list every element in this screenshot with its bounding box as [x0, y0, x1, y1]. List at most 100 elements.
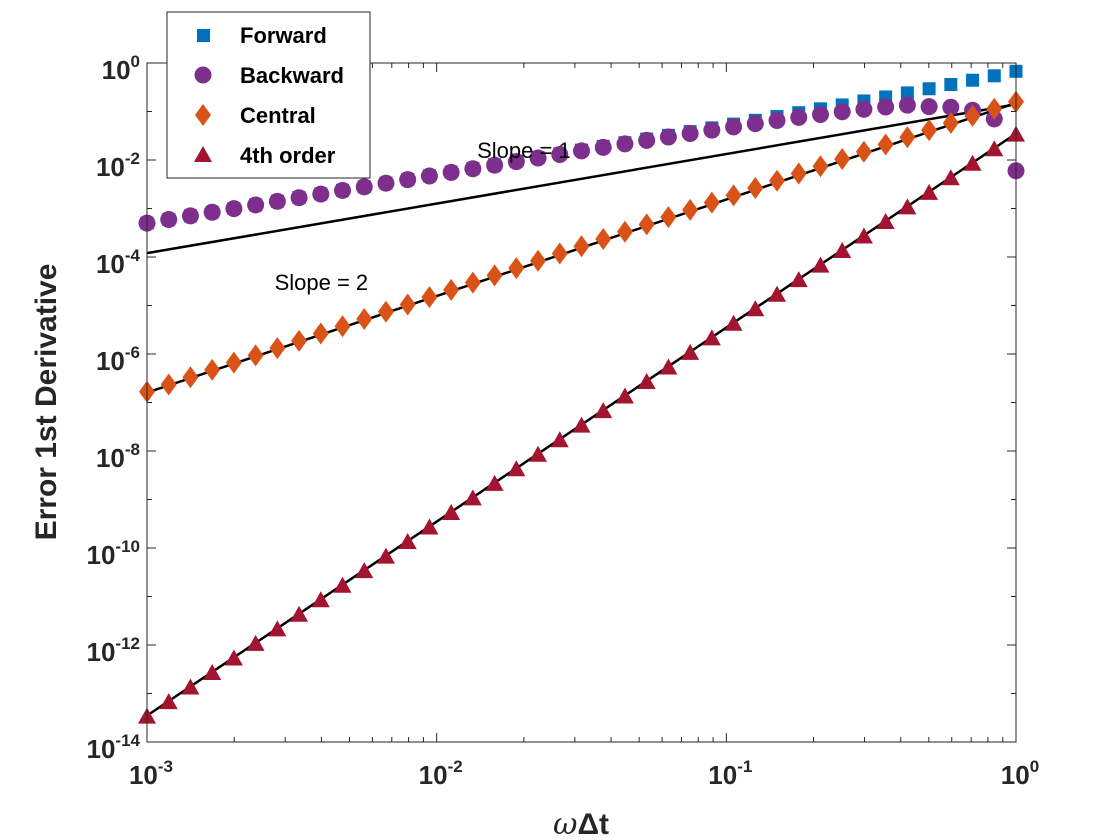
legend-label-forward: Forward: [240, 23, 327, 48]
point-central: [986, 97, 1003, 120]
point-central: [964, 104, 981, 127]
legend-entry-forward: Forward: [197, 23, 327, 48]
point-backward: [942, 98, 960, 116]
point-backward: [247, 196, 265, 214]
point-4th-order: [246, 634, 265, 651]
point-central: [595, 227, 612, 250]
point-central: [530, 249, 547, 272]
point-backward: [638, 131, 656, 149]
point-4th-order: [463, 489, 482, 506]
point-central: [443, 278, 460, 301]
y-tick-label: 10-8: [96, 440, 140, 473]
point-backward: [833, 103, 851, 121]
point-backward: [225, 200, 243, 218]
point-central: [551, 242, 568, 265]
point-backward: [659, 128, 677, 146]
point-backward: [855, 100, 873, 118]
point-central: [899, 126, 916, 149]
x-axis-omega: ω: [553, 807, 577, 840]
point-backward: [746, 115, 764, 133]
point-central: [421, 286, 438, 309]
y-tick-label: 10-12: [87, 634, 141, 667]
point-backward: [355, 178, 373, 196]
legend-marker-central: [195, 104, 211, 126]
point-backward: [790, 108, 808, 126]
point-forward: [987, 69, 1001, 83]
point-4th-order: [529, 445, 548, 462]
point-backward: [573, 142, 590, 160]
point-backward: [268, 192, 286, 210]
point-central: [225, 351, 242, 374]
x-tick-label: 10-1: [708, 757, 752, 790]
y-tick-label: 10-14: [87, 731, 141, 764]
legend: Forward Backward Central 4th order: [166, 11, 371, 179]
legend-entry-backward: Backward: [194, 63, 344, 88]
point-forward: [900, 86, 914, 100]
legend-label-4th-order: 4th order: [240, 143, 336, 168]
point-central: [855, 140, 872, 163]
point-central: [508, 257, 525, 280]
point-central: [616, 220, 633, 243]
point-4th-order: [702, 329, 721, 346]
annotations: Slope = 1 Slope = 2: [275, 138, 571, 295]
legend-label-central: Central: [240, 103, 316, 128]
point-backward: [681, 125, 699, 143]
point-4th-order: [420, 518, 439, 535]
tick-labels: 10-3 10-2 10-1 100 100 10-2 10-4 10-6 10-8 10-10 1…: [87, 52, 1040, 790]
point-backward: [377, 174, 395, 192]
point-backward: [181, 207, 199, 225]
y-tick-label: 10-10: [87, 537, 141, 570]
point-central: [486, 264, 503, 287]
legend-entry-4th-order: 4th order: [194, 143, 336, 168]
point-4th-order: [485, 474, 504, 491]
slope-1-reference-line: [146, 103, 1017, 255]
point-central: [291, 329, 308, 352]
point-4th-order: [224, 649, 243, 666]
x-axis-dt: Δt: [577, 808, 609, 840]
point-backward: [464, 160, 482, 178]
point-4th-order: [833, 242, 852, 259]
point-4th-order: [333, 576, 352, 593]
x-axis-title: ωΔt: [553, 807, 609, 840]
point-4th-order: [963, 154, 982, 171]
point-backward: [898, 96, 916, 114]
point-central: [638, 213, 655, 236]
point-4th-order: [507, 460, 526, 477]
point-central: [573, 235, 590, 258]
legend-marker-forward: [197, 29, 210, 42]
point-backward: [768, 111, 786, 129]
point-backward: [877, 98, 895, 116]
point-central: [312, 322, 329, 345]
tick-marks: [146, 62, 1017, 743]
point-central: [377, 300, 394, 323]
point-4th-order: [681, 343, 700, 360]
point-central: [464, 271, 481, 294]
point-4th-order: [181, 678, 200, 695]
point-central: [921, 119, 938, 142]
point-backward: [334, 181, 352, 199]
point-backward: [486, 156, 504, 174]
point-central: [182, 366, 199, 389]
point-backward: [725, 118, 743, 136]
point-4th-order: [355, 562, 374, 579]
point-forward: [944, 78, 958, 92]
legend-marker-4th-order: [194, 146, 212, 162]
point-4th-order: [854, 227, 873, 244]
point-4th-order: [442, 503, 461, 520]
point-central: [812, 155, 829, 178]
point-4th-order: [159, 693, 178, 710]
annotation-slope-2: Slope = 2: [275, 270, 369, 295]
annotation-slope-1: Slope = 1: [477, 138, 571, 163]
point-4th-order: [594, 402, 613, 419]
point-4th-order: [615, 387, 634, 404]
point-central: [725, 184, 742, 207]
point-central: [247, 344, 264, 367]
legend-entry-central: Central: [195, 103, 316, 128]
legend-marker-backward: [194, 66, 212, 84]
series-layer: [138, 64, 1025, 724]
point-4th-order: [985, 140, 1004, 157]
point-central: [682, 198, 699, 221]
point-central: [269, 337, 286, 360]
